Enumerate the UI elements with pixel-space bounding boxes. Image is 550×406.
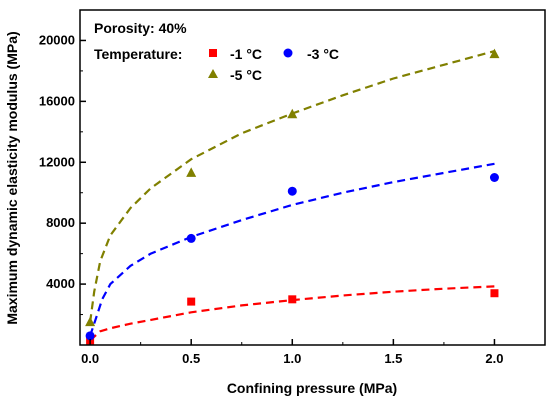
- y-axis-label: Maximum dynamic elasticity modulus (MPa): [4, 31, 20, 324]
- y-tick-label: 20000: [39, 32, 75, 47]
- data-point-triangle: [85, 316, 96, 327]
- data-point-square: [490, 289, 499, 298]
- y-axis-ticks: 4000 8000 12000 16000 20000: [39, 9, 86, 316]
- data-point-triangle: [489, 48, 500, 59]
- legend-marker-square: [209, 49, 217, 57]
- legend-marker-circle: [283, 48, 293, 58]
- data-point-triangle: [186, 167, 197, 177]
- legend-title: Temperature:: [94, 46, 182, 62]
- x-tick-label: 1.5: [384, 351, 402, 366]
- data-point-circle: [489, 173, 499, 182]
- legend-marker-triangle: [208, 69, 218, 78]
- y-tick-label: 16000: [39, 93, 75, 108]
- data-point-circle: [287, 186, 297, 196]
- legend-label: -5 °C: [230, 67, 262, 83]
- fit-curve-series-2: [89, 50, 495, 323]
- x-axis-ticks: 0.0 0.5 1.0 1.5 2.0: [81, 339, 503, 366]
- legend-label: -3 °C: [307, 46, 339, 62]
- x-axis-label: Confining pressure (MPa): [227, 380, 397, 396]
- legend-entry-minus5: -5 °C: [208, 67, 262, 83]
- data-point-square: [288, 295, 297, 304]
- y-tick-label: 8000: [46, 215, 75, 230]
- plot-frame: [79, 9, 546, 346]
- x-tick-label: 1.0: [283, 351, 301, 366]
- data-point-square: [187, 297, 196, 306]
- data-point-triangle: [287, 108, 298, 119]
- fit-curve-series-0: [89, 285, 495, 342]
- legend-entry-minus3: -3 °C: [283, 46, 339, 62]
- x-tick-label: 0.5: [182, 351, 200, 366]
- x-tick-label: 2.0: [485, 351, 503, 366]
- y-tick-label: 12000: [39, 154, 75, 169]
- porosity-annotation: Porosity: 40%: [94, 20, 187, 36]
- y-tick-label: 4000: [46, 276, 75, 291]
- data-point-circle: [186, 233, 196, 243]
- x-tick-label: 0.0: [81, 351, 99, 366]
- data-point-circle: [85, 331, 95, 341]
- data-points: [85, 48, 500, 345]
- legend-entry-minus1: -1 °C: [209, 46, 262, 62]
- legend-label: -1 °C: [230, 46, 262, 62]
